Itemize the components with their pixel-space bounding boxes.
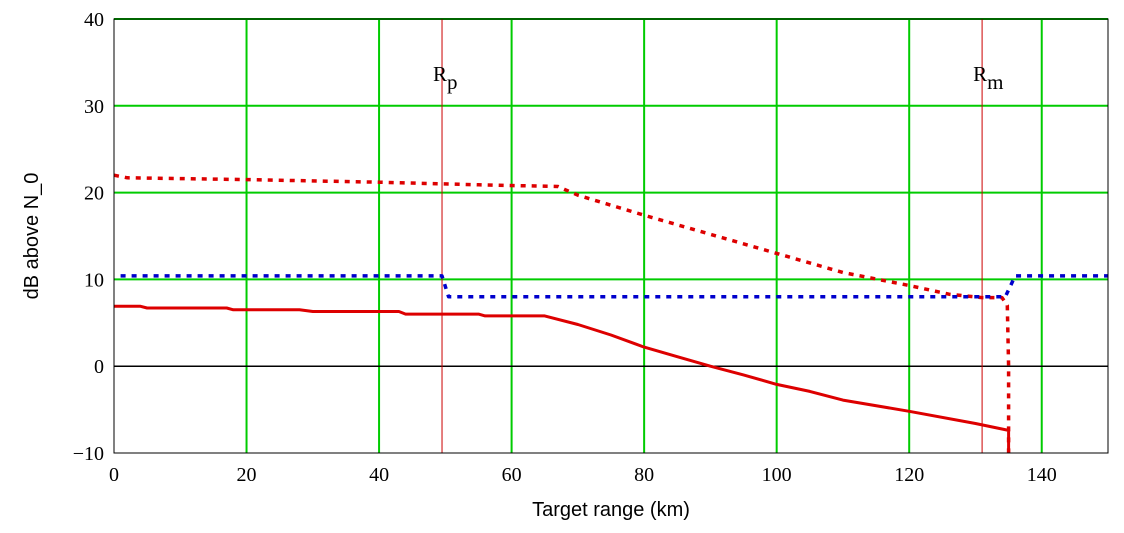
marker-label-p: Rp (433, 62, 458, 94)
x-tick-label: 140 (1027, 464, 1057, 486)
x-tick-label: 100 (762, 464, 792, 486)
x-tick-label: 80 (634, 464, 654, 486)
series-line-1-solid (114, 304, 1011, 453)
marker-label-m: Rm (973, 62, 1003, 94)
x-axis-label: Target range (km) (532, 499, 690, 521)
series-line-3-dotted (120, 274, 1108, 299)
x-tick-label: 120 (894, 464, 924, 486)
range-markers (441, 19, 983, 453)
x-tick-label: 60 (502, 464, 522, 486)
y-tick-label: 20 (84, 183, 104, 205)
y-axis-label: dB above N_0 (21, 173, 43, 300)
grid-lines (114, 18, 1108, 453)
y-tick-label: −10 (73, 443, 104, 465)
series-line-2-dotted (113, 173, 1011, 453)
y-tick-label: 40 (84, 9, 104, 31)
x-tick-label: 0 (109, 464, 119, 486)
x-tick-label: 40 (369, 464, 389, 486)
marker-labels: Rp Rm (433, 62, 1003, 94)
x-tick-label: 20 (237, 464, 257, 486)
y-tick-label: 0 (94, 356, 104, 378)
plot-frame (113, 18, 1109, 454)
y-tick-label: 30 (84, 96, 104, 118)
data-series (113, 173, 1108, 453)
y-tick-label: 10 (84, 269, 104, 291)
